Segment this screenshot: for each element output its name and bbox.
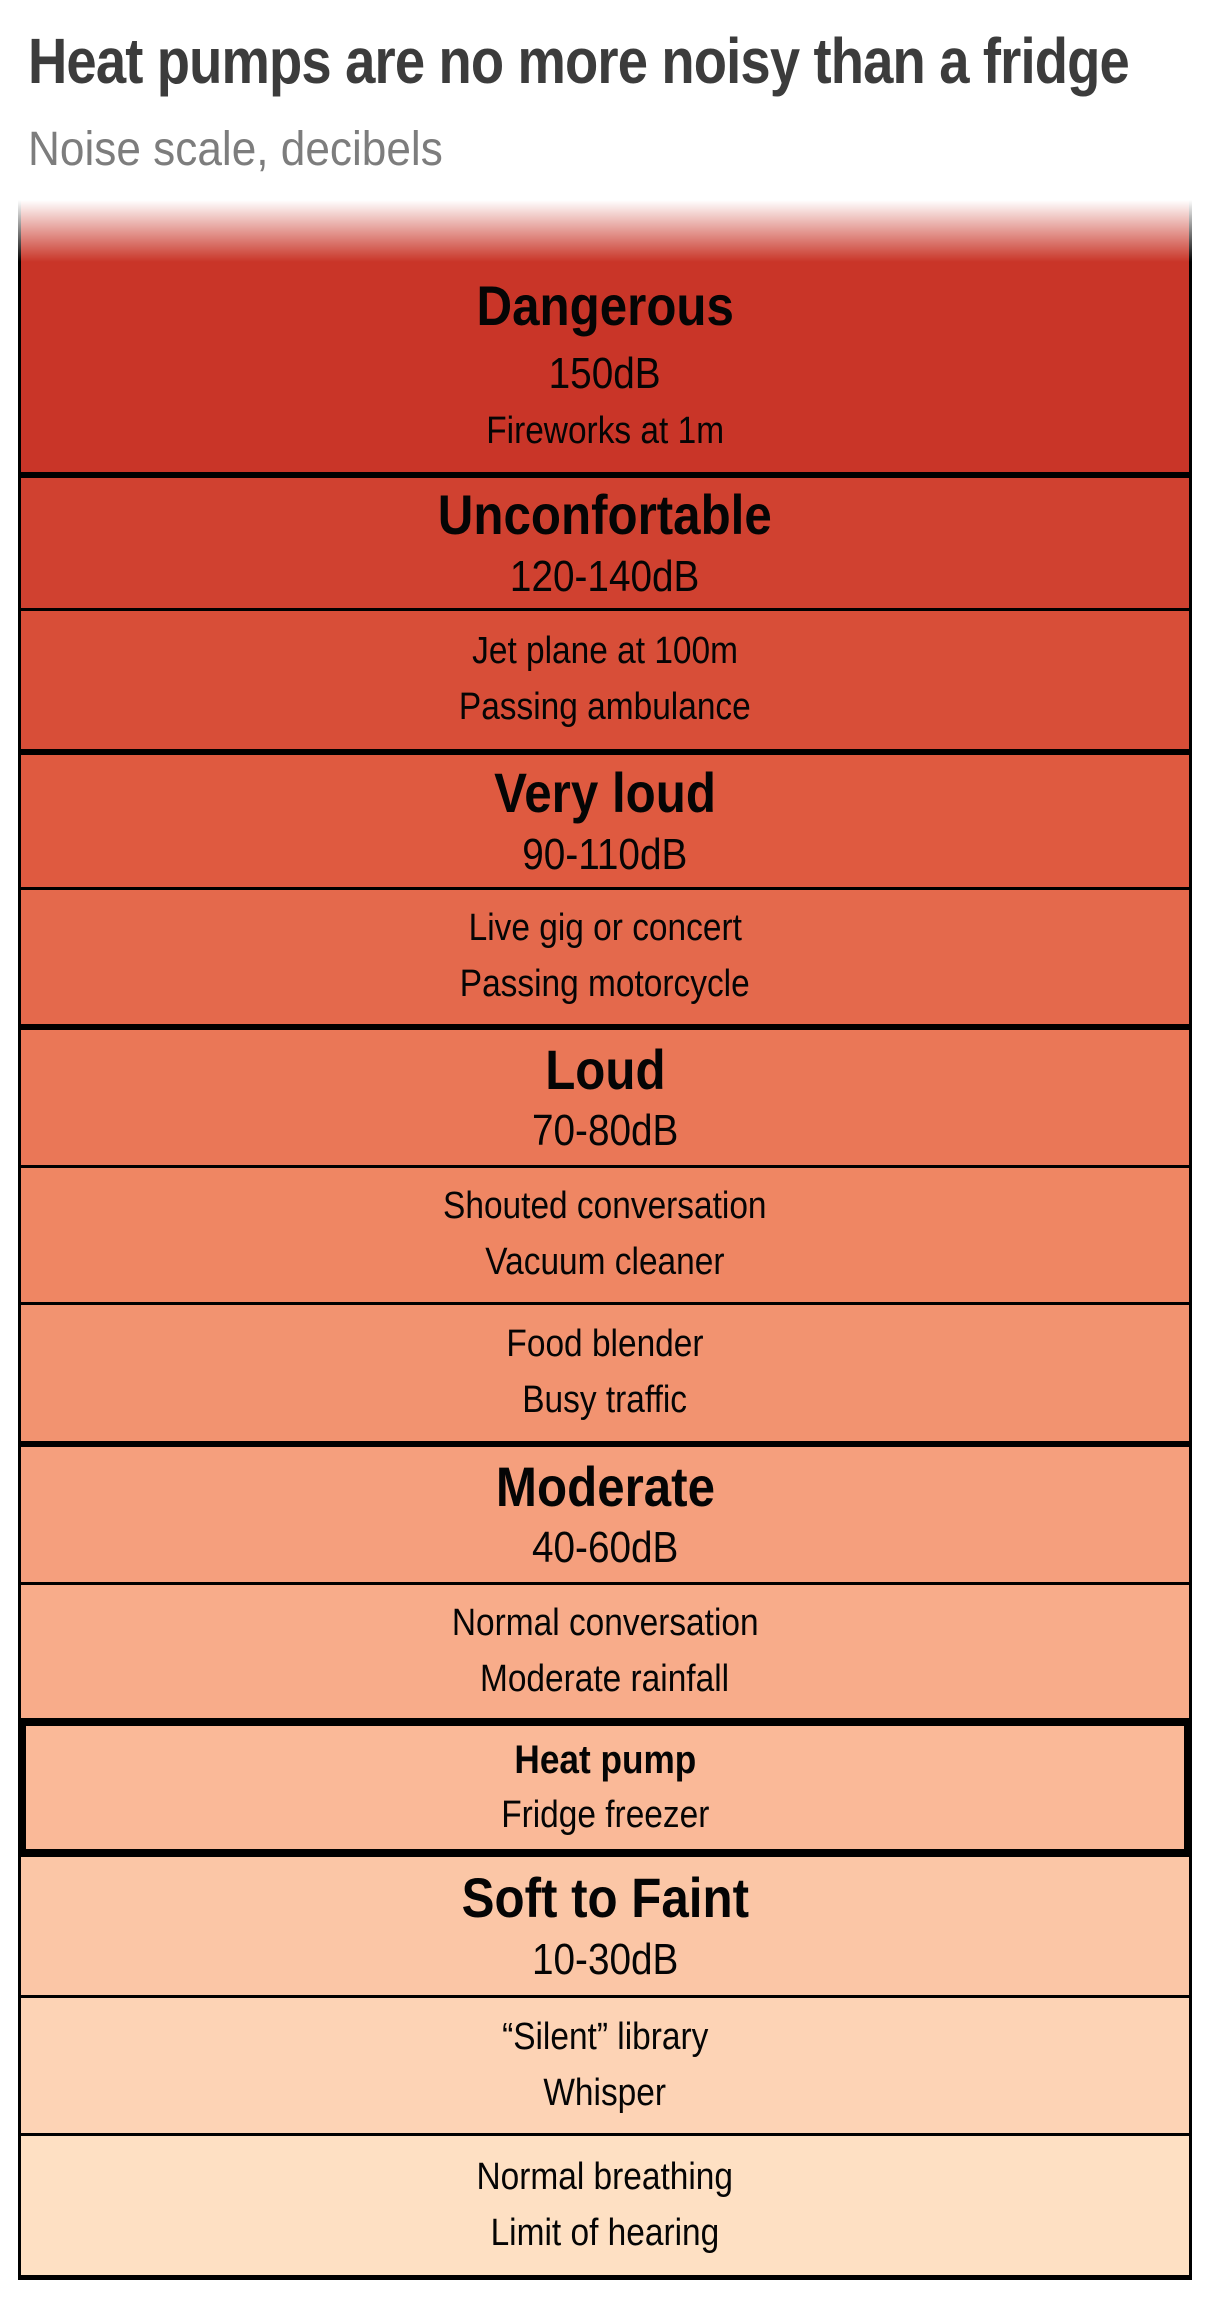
band-label: Loud	[544, 1037, 666, 1101]
band-loud-examples-1: Shouted conversation Vacuum cleaner	[21, 1165, 1189, 1302]
page-subtitle: Noise scale, decibels	[28, 123, 443, 176]
page-title: Heat pumps are no more noisy than a frid…	[28, 25, 1130, 97]
band-example: Jet plane at 100m	[472, 630, 738, 673]
band-very-loud-examples: Live gig or concert Passing motorcycle	[21, 887, 1189, 1024]
band-label: Moderate	[495, 1454, 715, 1518]
band-moderate: Moderate 40-60dB	[21, 1441, 1189, 1582]
band-example: Whisper	[543, 2071, 667, 2114]
band-stack: Dangerous 150dB Fireworks at 1m Unconfortab…	[18, 190, 1192, 2275]
band-moderate-examples: Normal conversation Moderate rainfall	[21, 1582, 1189, 1718]
band-loud-examples-2: Food blender Busy traffic	[21, 1302, 1189, 1441]
band-label: Unconfortable	[437, 483, 773, 546]
band-example: Passing ambulance	[459, 686, 751, 728]
band-unconfortable: Unconfortable 120-140dB	[21, 472, 1189, 608]
band-unconfortable-examples: Jet plane at 100m Passing ambulance	[21, 608, 1189, 749]
noise-scale-chart: Dangerous 150dB Fireworks at 1m Unconfortab…	[18, 190, 1192, 2280]
band-example: Busy traffic	[522, 1379, 688, 1421]
band-example: Normal breathing	[476, 2155, 734, 2198]
band-example: Fireworks at 1m	[486, 410, 724, 453]
band-example: Live gig or concert	[468, 907, 742, 950]
band-example: Moderate rainfall	[480, 1657, 730, 1700]
band-heat-pump: Heat pump Fridge freezer	[18, 1718, 1192, 1857]
band-label: Soft to Faint	[461, 1866, 749, 1929]
band-soft-to-faint-examples-2: Normal breathing Limit of hearing	[21, 2133, 1189, 2275]
band-db-value: 10-30dB	[531, 1934, 679, 1984]
band-example: Normal conversation	[451, 1601, 759, 1644]
band-db-value: 120-140dB	[510, 551, 700, 601]
band-example: Fridge freezer	[500, 1794, 710, 1837]
band-example: Food blender	[506, 1323, 704, 1366]
band-db-value: 70-80dB	[531, 1106, 679, 1156]
band-example: “Silent” library	[501, 2015, 709, 2058]
band-db-value: 90-110dB	[522, 829, 688, 879]
band-dangerous: Dangerous 150dB Fireworks at 1m	[21, 190, 1189, 472]
band-example: Shouted conversation	[443, 1185, 767, 1228]
band-example: Limit of hearing	[490, 2211, 720, 2254]
band-loud: Loud 70-80dB	[21, 1024, 1189, 1165]
band-label: Heat pump	[514, 1738, 696, 1783]
band-label: Dangerous	[476, 274, 734, 338]
band-soft-to-faint-examples-1: “Silent” library Whisper	[21, 1995, 1189, 2133]
band-label: Very loud	[494, 761, 716, 824]
band-db-value: 150dB	[549, 348, 661, 398]
band-soft-to-faint: Soft to Faint 10-30dB	[21, 1857, 1189, 1995]
band-example: Passing motorcycle	[460, 963, 750, 1005]
band-example: Vacuum cleaner	[485, 1241, 725, 1283]
band-db-value: 40-60dB	[531, 1523, 679, 1573]
band-very-loud: Very loud 90-110dB	[21, 749, 1189, 887]
